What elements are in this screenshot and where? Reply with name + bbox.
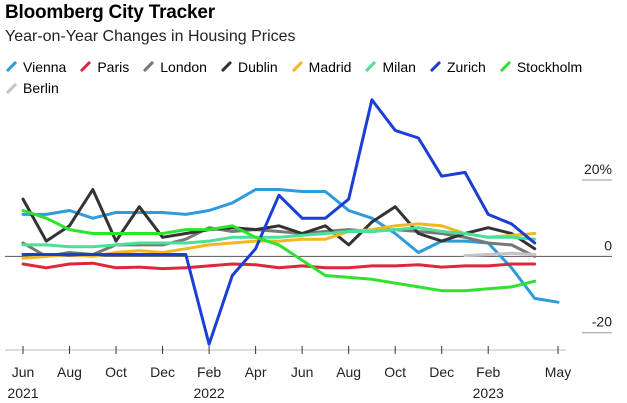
x-tick-label: Dec bbox=[429, 364, 454, 380]
legend-label: Madrid bbox=[308, 58, 352, 75]
series-line-zurich bbox=[21, 98, 537, 346]
series-line-paris bbox=[21, 261, 537, 271]
legend-item-dublin: Dublin bbox=[220, 58, 278, 76]
legend-label: Dublin bbox=[237, 58, 278, 75]
legend-label: Berlin bbox=[23, 80, 59, 96]
x-tick-label: Dec bbox=[150, 364, 175, 380]
chart-title: Bloomberg City Tracker bbox=[5, 2, 215, 23]
x-year-label: 2021 bbox=[7, 385, 38, 401]
x-year-label: 2022 bbox=[194, 385, 225, 401]
y-tick-label: -20 bbox=[592, 314, 612, 330]
x-tick-label: Oct bbox=[384, 364, 406, 380]
x-tick-label: Apr bbox=[245, 364, 267, 380]
x-tick-label: Aug bbox=[57, 364, 82, 380]
legend-label: Vienna bbox=[23, 58, 67, 75]
y-tick-label: 0 bbox=[604, 237, 612, 253]
legend-label: Zurich bbox=[446, 58, 486, 75]
legend-label: London bbox=[160, 58, 207, 75]
legend-item-london: London bbox=[142, 58, 207, 76]
legend-item-stockholm: Stockholm bbox=[499, 58, 582, 76]
series-line-stockholm bbox=[21, 209, 537, 293]
chart-subtitle: Year-on-Year Changes in Housing Prices bbox=[5, 28, 296, 45]
series-line-milan bbox=[21, 226, 537, 249]
x-tick-label: May bbox=[545, 364, 571, 380]
legend-label: Milan bbox=[382, 58, 416, 75]
y-tick-label: 20% bbox=[584, 161, 612, 177]
legend-label: Stockholm bbox=[516, 58, 583, 75]
x-tick-label: Feb bbox=[476, 364, 500, 380]
legend-item-madrid: Madrid bbox=[291, 58, 352, 76]
series-line-vienna bbox=[21, 188, 560, 304]
series-line-dublin bbox=[21, 188, 537, 251]
legend-item-zurich: Zurich bbox=[429, 58, 486, 76]
series-line-berlin bbox=[463, 251, 537, 258]
x-tick-label: Jun bbox=[291, 364, 314, 380]
legend-label: Paris bbox=[97, 58, 130, 75]
legend-item-milan: Milan bbox=[364, 58, 416, 76]
x-tick-label: Feb bbox=[197, 364, 221, 380]
legend: Vienna Paris London Dublin Madrid Milan Zurich… bbox=[5, 54, 615, 97]
legend-item-vienna: Vienna bbox=[5, 58, 66, 76]
x-tick-label: Aug bbox=[336, 364, 361, 380]
legend-item-paris: Paris bbox=[79, 58, 129, 76]
x-tick-label: Jun bbox=[12, 364, 35, 380]
x-tick-label: Oct bbox=[105, 364, 127, 380]
legend-item-berlin: Berlin bbox=[5, 79, 59, 97]
x-year-label: 2023 bbox=[473, 385, 504, 401]
series-line-london bbox=[21, 226, 537, 258]
